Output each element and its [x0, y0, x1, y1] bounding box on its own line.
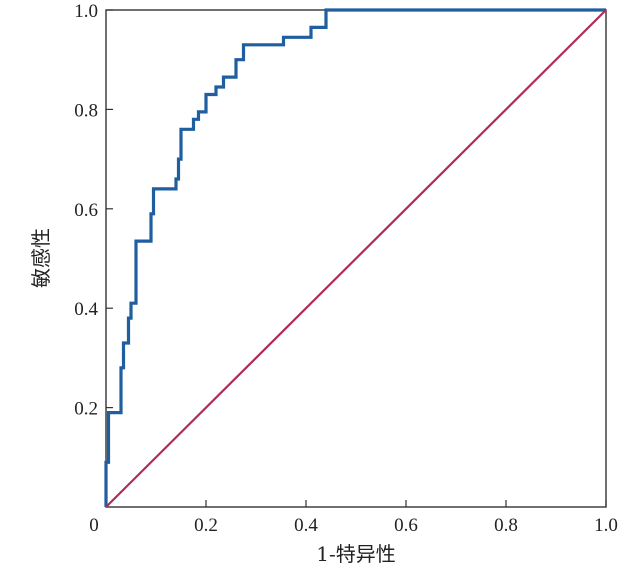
x-tick-label: 0.2: [194, 515, 218, 536]
x-tick-label: 0.4: [294, 515, 318, 536]
y-tick-label: 1.0: [74, 1, 98, 22]
y-tick-label: 0.6: [74, 200, 98, 221]
reference-diagonal-line: [105, 9, 607, 508]
roc-curve-line: [104, 8, 606, 507]
tick-labels: 0 0.2 0.4 0.6 0.8 1.0 0.2 0.4 0.6 0.8 1.0: [74, 1, 618, 536]
series-layer: [104, 8, 607, 508]
x-tick-label: 1.0: [594, 515, 618, 536]
y-axis-title: 敏感性: [29, 228, 53, 288]
x-tick-label: 0.6: [394, 515, 418, 536]
x-tick-label: 0: [89, 515, 99, 536]
y-tick-label: 0.8: [74, 100, 98, 121]
x-tick-label: 0.8: [494, 515, 518, 536]
x-axis-title: 1-特异性: [316, 542, 395, 566]
y-tick-label: 0.4: [74, 299, 98, 320]
y-tick-label: 0.2: [74, 399, 98, 420]
